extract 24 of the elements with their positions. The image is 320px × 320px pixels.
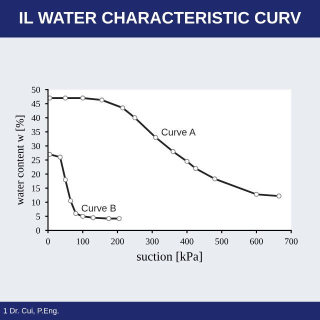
y-tick-label: 40 <box>32 114 40 121</box>
y-tick-label: 45 <box>32 100 40 107</box>
x-tick-label: 400 <box>180 238 194 244</box>
y-tick-label: 20 <box>32 171 40 178</box>
y-tick-label: 0 <box>36 228 40 234</box>
y-tick-label: 5 <box>36 214 40 220</box>
x-tick-label: 500 <box>215 238 228 244</box>
x-axis-title: suction [kPa] <box>136 252 202 262</box>
series-label: Curve A <box>162 128 196 136</box>
series-label: Curve B <box>82 204 116 212</box>
x-tick-label: 100 <box>76 238 90 244</box>
y-tick-label: 10 <box>32 199 40 206</box>
x-tick-label: 600 <box>250 238 263 244</box>
y-tick-label: 50 <box>32 86 40 93</box>
y-tick-label: 30 <box>32 143 40 150</box>
y-tick-label: 35 <box>32 128 40 136</box>
x-tick-label: 0 <box>46 238 50 244</box>
x-tick-label: 200 <box>111 238 124 244</box>
y-axis-title: water content w [%] <box>16 116 25 206</box>
y-tick-label: 15 <box>32 185 40 192</box>
x-tick-label: 300 <box>146 238 159 244</box>
y-tick-label: 25 <box>32 157 40 164</box>
x-tick-label: 700 <box>285 238 298 244</box>
chart-title: IL WATER CHARACTERISTIC CURV <box>20 12 302 24</box>
